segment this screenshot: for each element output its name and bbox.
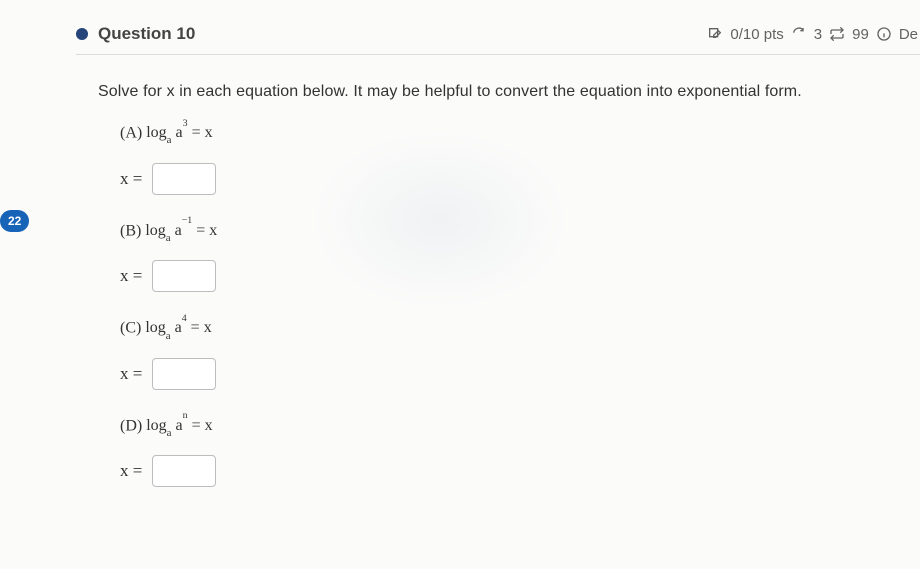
part-a-answer-input[interactable] bbox=[152, 163, 216, 195]
retry-icon[interactable] bbox=[791, 26, 807, 42]
info-icon[interactable] bbox=[876, 26, 892, 42]
part-b-letter: (B) bbox=[120, 222, 145, 239]
question-stem: Solve for x in each equation below. It m… bbox=[98, 83, 920, 101]
part-c-expression: loga a4 = x bbox=[145, 319, 211, 336]
part-a-answer-row: x = bbox=[120, 163, 920, 195]
attempts-left: 3 bbox=[814, 26, 822, 43]
answer-prefix: x = bbox=[120, 364, 142, 384]
part-c-answer-row: x = bbox=[120, 358, 920, 390]
page-number-badge: 22 bbox=[0, 210, 29, 232]
answer-prefix: x = bbox=[120, 461, 142, 481]
part-d-answer-row: x = bbox=[120, 455, 920, 487]
part-d-label: (D) loga an = x bbox=[120, 416, 920, 438]
question-title: Question 10 bbox=[98, 24, 195, 44]
part-c-letter: (C) bbox=[120, 319, 145, 336]
question-container: Question 10 0/10 pts 3 99 bbox=[0, 0, 920, 487]
answer-prefix: x = bbox=[120, 169, 142, 189]
resubmit-icon[interactable] bbox=[829, 26, 845, 42]
part-d-letter: (D) bbox=[120, 417, 146, 434]
answer-prefix: x = bbox=[120, 266, 142, 286]
part-a-letter: (A) bbox=[120, 124, 146, 141]
part-b-answer-row: x = bbox=[120, 260, 920, 292]
resubmit-count: 99 bbox=[852, 26, 869, 43]
question-header-right: 0/10 pts 3 99 De bbox=[707, 26, 920, 43]
score-text: 0/10 pts bbox=[730, 26, 783, 43]
question-header-left: Question 10 bbox=[76, 24, 195, 44]
header-trailing-text: De bbox=[899, 26, 918, 43]
part-d-answer-input[interactable] bbox=[152, 455, 216, 487]
part-d-expression: loga an = x bbox=[146, 417, 212, 434]
question-parts: (A) loga a3 = x x = (B) loga a−1 = x x =… bbox=[120, 123, 920, 487]
question-header: Question 10 0/10 pts 3 99 bbox=[76, 24, 920, 55]
part-b-label: (B) loga a−1 = x bbox=[120, 221, 920, 243]
edit-icon[interactable] bbox=[707, 26, 723, 42]
status-bullet-icon bbox=[76, 28, 88, 40]
part-b-expression: loga a−1 = x bbox=[145, 222, 217, 239]
part-a-expression: loga a3 = x bbox=[146, 124, 212, 141]
part-c-answer-input[interactable] bbox=[152, 358, 216, 390]
part-c-label: (C) loga a4 = x bbox=[120, 318, 920, 340]
part-a-label: (A) loga a3 = x bbox=[120, 123, 920, 145]
part-b-answer-input[interactable] bbox=[152, 260, 216, 292]
